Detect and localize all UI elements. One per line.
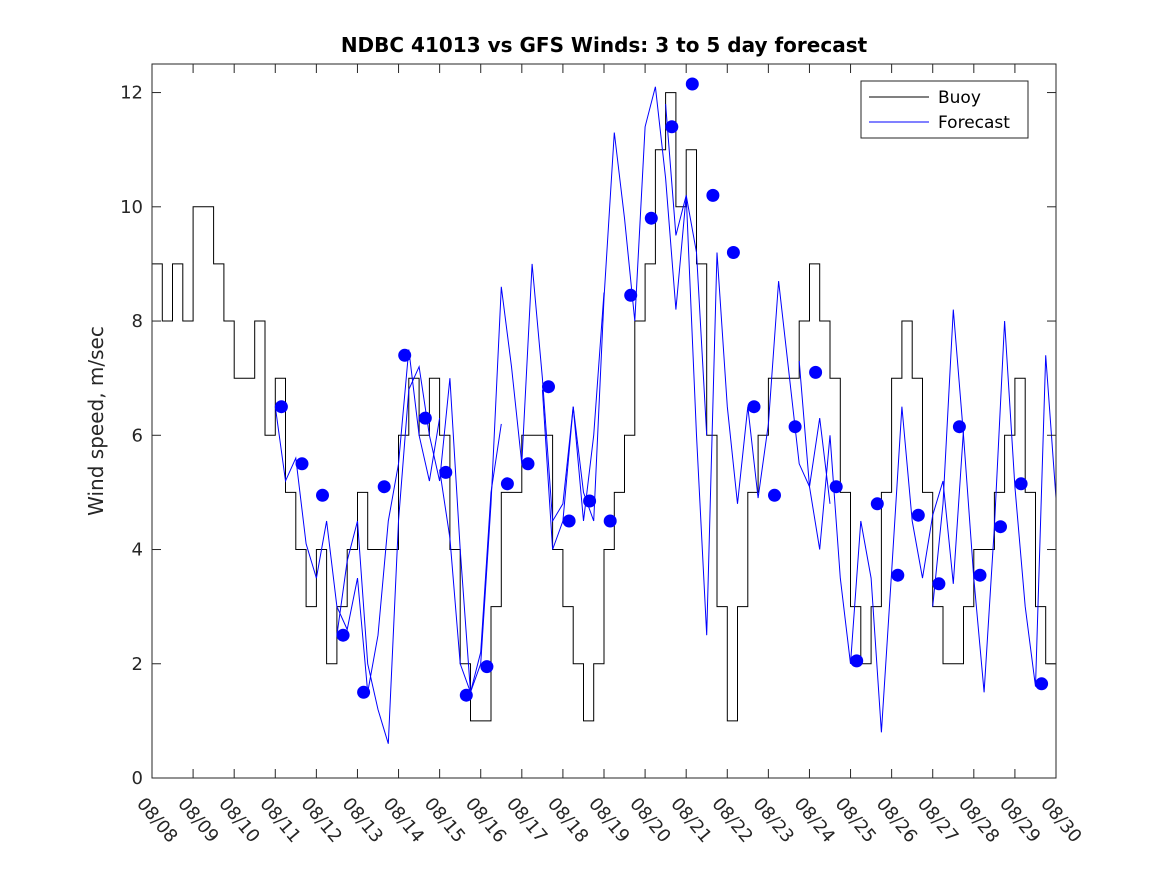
x-tick-label: 08/28: [954, 794, 1003, 847]
forecast-marker: [829, 480, 843, 494]
forecast-marker: [644, 211, 658, 225]
x-tick-label: 08/09: [173, 794, 222, 847]
x-tick-label: 08/23: [749, 794, 798, 847]
x-tick-label: 08/15: [420, 794, 469, 847]
forecast-marker: [459, 688, 473, 702]
legend-label-forecast: Forecast: [938, 113, 1010, 133]
forecast-series-line: [541, 86, 708, 550]
y-tick-label: 8: [132, 311, 143, 332]
legend: Buoy Forecast: [860, 80, 1029, 139]
y-tick-label: 6: [132, 425, 143, 446]
forecast-marker: [418, 411, 432, 425]
x-tick-label: 08/16: [461, 794, 510, 847]
x-tick-label: 08/14: [379, 794, 428, 847]
forecast-marker: [439, 465, 453, 479]
forecast-marker: [562, 514, 576, 528]
forecast-marker: [521, 457, 535, 471]
forecast-marker: [726, 246, 740, 259]
chart-title: NDBC 41013 vs GFS Winds: 3 to 5 day fore…: [341, 33, 868, 57]
x-tick-label: 08/26: [872, 794, 921, 847]
forecast-marker: [398, 348, 412, 362]
forecast-marker: [952, 420, 966, 434]
forecast-marker: [891, 568, 905, 582]
y-tick-label: 0: [132, 768, 143, 789]
plot-area: [152, 64, 1056, 778]
x-tick-label: 08/20: [625, 794, 674, 847]
forecast-marker: [911, 508, 925, 522]
forecast-marker: [870, 497, 884, 511]
forecast-series-line: [798, 360, 964, 733]
y-tick-label: 2: [132, 654, 143, 675]
y-tick-label: 4: [132, 540, 143, 561]
forecast-marker: [994, 520, 1007, 534]
forecast-marker: [274, 400, 288, 414]
x-tick-label: 08/21: [666, 794, 715, 847]
x-tick-label: 08/27: [913, 794, 962, 847]
forecast-marker: [624, 288, 638, 302]
forecast-marker: [1014, 477, 1028, 491]
forecast-marker: [480, 660, 494, 674]
forecast-marker: [357, 685, 371, 699]
x-tick-label: 08/10: [214, 794, 263, 847]
forecast-marker: [973, 568, 987, 582]
x-tick-label: 08/08: [132, 794, 181, 847]
x-tick-label: 08/12: [297, 794, 346, 847]
forecast-series-line: [274, 349, 441, 693]
forecast-marker: [665, 120, 679, 134]
forecast-marker: [336, 628, 350, 642]
forecast-marker: [809, 365, 823, 379]
forecast-marker: [295, 457, 309, 471]
buoy-series-line: [152, 92, 1057, 722]
legend-label-buoy: Buoy: [938, 88, 981, 108]
y-tick-label: 12: [120, 83, 143, 104]
forecast-marker: [583, 494, 597, 508]
x-tick-label: 08/30: [1036, 794, 1085, 847]
y-tick-label: 10: [120, 197, 143, 218]
x-tick-label: 08/18: [543, 794, 592, 847]
x-tick-label: 08/11: [255, 794, 304, 847]
forecast-marker: [706, 188, 720, 202]
forecast-marker: [768, 488, 781, 502]
forecast-marker: [932, 577, 946, 591]
forecast-series-line: [336, 364, 502, 744]
x-tick-label: 08/25: [831, 794, 880, 847]
forecast-marker: [377, 480, 391, 494]
forecast-marker: [685, 77, 699, 91]
x-tick-label: 08/22: [707, 794, 756, 847]
series-layer: [152, 77, 1057, 744]
forecast-marker: [542, 380, 555, 394]
forecast-marker: [316, 488, 329, 502]
legend-box: [860, 80, 1029, 139]
x-tick-label: 08/29: [995, 794, 1044, 847]
forecast-marker: [1035, 677, 1049, 691]
forecast-marker: [603, 514, 617, 528]
x-tick-label: 08/13: [338, 794, 387, 847]
x-tick-label: 08/19: [584, 794, 633, 847]
forecast-marker: [500, 477, 514, 491]
x-tick-label: 08/24: [790, 794, 839, 847]
forecast-marker: [747, 400, 761, 414]
forecast-marker: [850, 654, 864, 668]
y-axis-label: Wind speed, m/sec: [84, 326, 108, 516]
forecast-marker: [788, 420, 802, 434]
x-tick-label: 08/17: [502, 794, 551, 847]
